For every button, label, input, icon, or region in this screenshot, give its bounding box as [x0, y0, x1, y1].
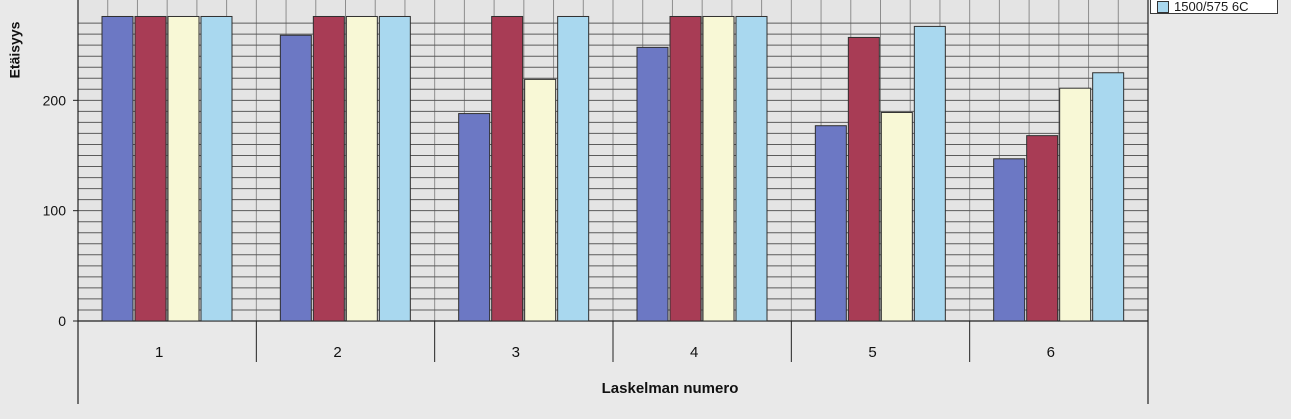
legend-swatch	[1157, 0, 1169, 13]
bar	[847, 36, 880, 322]
y-axis-title-text: Etäisyys	[6, 21, 23, 79]
bar	[134, 15, 167, 322]
bar	[814, 125, 847, 322]
bar	[1026, 135, 1059, 322]
bar	[702, 15, 735, 322]
bar	[491, 15, 524, 322]
x-axis-title: Laskelman numero	[601, 380, 739, 397]
x-tick-label: 3	[512, 344, 520, 361]
bar	[312, 15, 345, 322]
y-tick-label: 0	[58, 313, 66, 329]
bar	[1059, 87, 1092, 322]
bar	[993, 158, 1026, 322]
bar	[101, 15, 134, 322]
bar	[557, 15, 590, 322]
bar	[1092, 72, 1125, 322]
bar	[913, 25, 946, 322]
legend: 1500/575 6C	[1150, 0, 1278, 14]
bar	[636, 46, 669, 322]
bar	[524, 78, 557, 322]
x-tick-label: 5	[868, 344, 876, 361]
x-tick-label: 4	[690, 344, 698, 361]
bar	[458, 113, 491, 322]
bar	[378, 15, 411, 322]
bar	[880, 111, 913, 322]
legend-label: 1500/575 6C	[1174, 0, 1249, 14]
bar	[279, 34, 312, 322]
bar	[669, 15, 702, 322]
bar	[735, 15, 768, 322]
bar	[200, 15, 233, 322]
x-tick-label: 6	[1047, 344, 1055, 361]
y-tick-label: 100	[43, 203, 67, 219]
bar	[345, 15, 378, 322]
y-axis-title: Etäisyys	[3, 10, 25, 90]
y-tick-label: 200	[43, 92, 67, 108]
x-tick-label: 2	[333, 344, 341, 361]
x-tick-label: 1	[155, 344, 163, 361]
bar	[167, 15, 200, 322]
